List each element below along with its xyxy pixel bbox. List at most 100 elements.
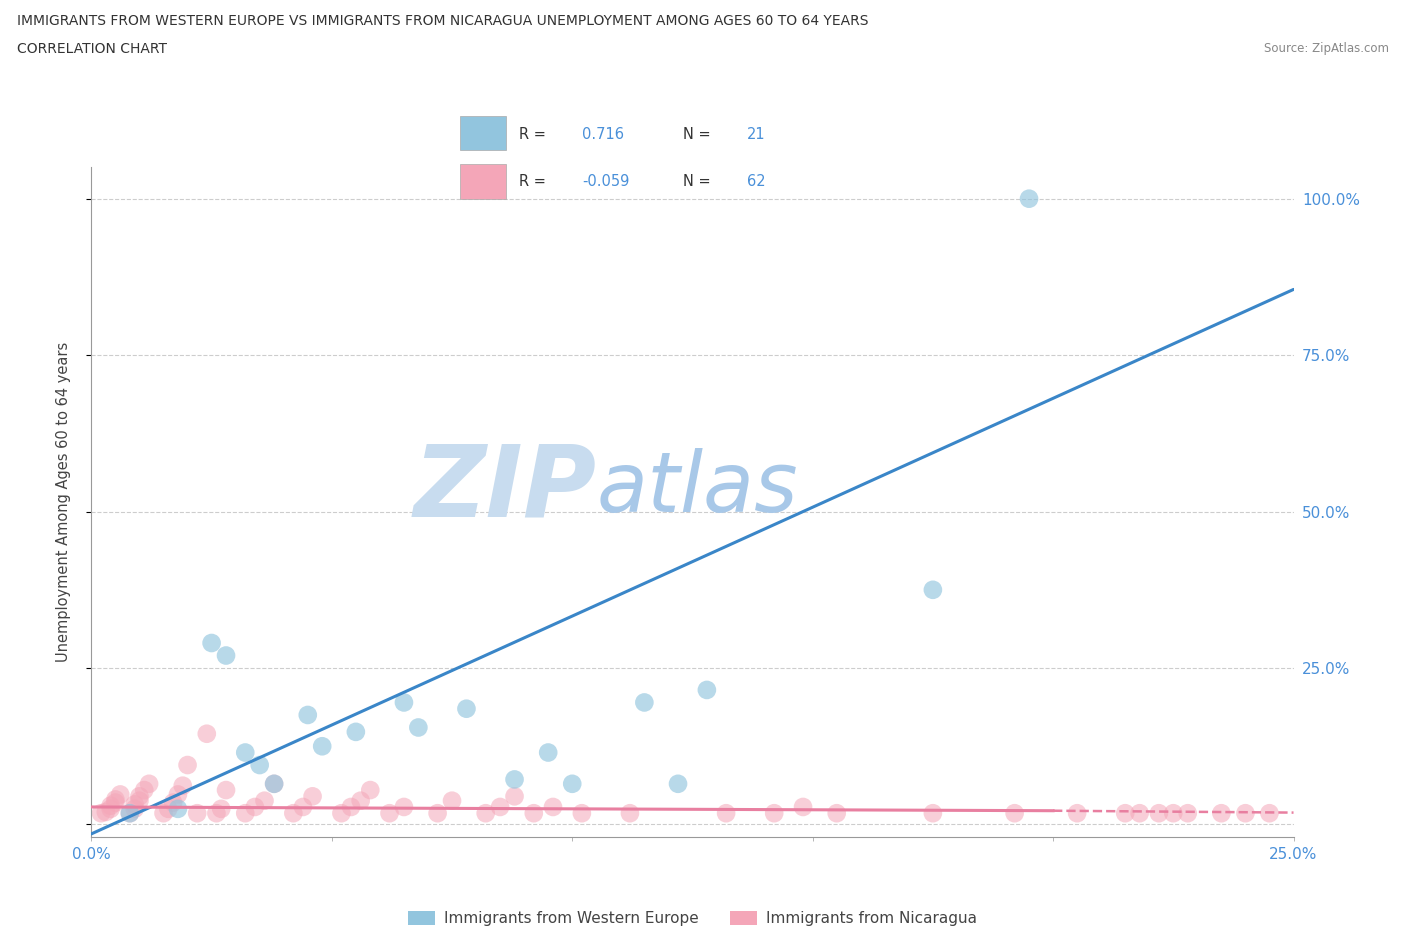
Point [233,805,256,820]
Text: CORRELATION CHART: CORRELATION CHART [17,42,167,56]
Point [186,805,208,820]
Point [1018,192,1040,206]
Point [763,805,786,820]
Point [162,795,184,810]
Point [110,787,132,802]
Point [696,683,718,698]
Point [1129,805,1152,820]
Point [94,804,117,819]
Point [474,805,496,820]
Text: R =: R = [519,174,546,189]
Point [561,777,583,791]
Point [392,695,415,710]
Point [456,701,478,716]
Point [157,802,180,817]
Text: N =: N = [683,126,711,142]
Point [249,758,271,773]
Point [792,800,814,815]
Point [1147,805,1170,820]
Text: -0.059: -0.059 [582,174,630,189]
Point [176,758,198,773]
Point [263,777,285,791]
FancyBboxPatch shape [460,116,506,151]
Point [1177,805,1199,820]
Text: atlas: atlas [596,448,799,529]
Point [138,777,160,791]
Point [1004,805,1026,820]
Point [825,805,848,820]
Text: ZIP: ZIP [413,440,596,538]
Point [311,738,333,753]
Point [297,708,319,723]
Point [201,635,224,650]
Point [392,800,415,815]
Point [128,793,150,808]
Text: 62: 62 [747,174,765,189]
Legend: Immigrants from Western Europe, Immigrants from Nicaragua: Immigrants from Western Europe, Immigran… [402,905,983,930]
Text: 21: 21 [747,126,765,142]
Point [426,805,449,820]
Point [209,802,232,817]
Point [195,726,218,741]
Point [104,795,127,810]
Point [243,800,266,815]
Point [619,805,641,820]
FancyBboxPatch shape [460,165,506,199]
Point [172,778,194,793]
Point [233,745,256,760]
Point [100,802,122,817]
Point [1234,805,1257,820]
Point [344,724,367,739]
Point [90,805,112,820]
Text: N =: N = [683,174,711,189]
Point [350,793,373,808]
Point [503,772,526,787]
Point [1258,805,1281,820]
Point [291,800,314,815]
Point [167,787,190,802]
Point [359,783,381,798]
Point [215,783,238,798]
Point [330,805,353,820]
Point [134,783,156,798]
Text: IMMIGRANTS FROM WESTERN EUROPE VS IMMIGRANTS FROM NICARAGUA UNEMPLOYMENT AMONG A: IMMIGRANTS FROM WESTERN EUROPE VS IMMIGR… [17,14,869,28]
Point [124,797,146,812]
Point [714,805,737,820]
Point [633,695,655,710]
Point [215,648,238,663]
Text: Source: ZipAtlas.com: Source: ZipAtlas.com [1264,42,1389,55]
Point [571,805,593,820]
Point [523,805,546,820]
Text: 0.716: 0.716 [582,126,624,142]
Point [340,800,363,815]
Point [283,805,305,820]
Point [541,800,564,815]
Point [1211,805,1233,820]
Point [118,805,141,820]
Point [1066,805,1088,820]
Point [503,789,526,804]
Point [922,805,945,820]
Point [205,805,228,820]
Point [301,789,323,804]
Point [440,793,463,808]
Y-axis label: Unemployment Among Ages 60 to 64 years: Unemployment Among Ages 60 to 64 years [56,342,70,662]
Point [1114,805,1136,820]
Point [922,582,945,597]
Point [666,777,689,791]
Point [263,777,285,791]
Point [104,792,127,807]
Point [489,800,512,815]
Point [128,789,150,804]
Point [124,802,146,817]
Point [100,798,122,813]
Point [118,805,141,820]
Text: R =: R = [519,126,546,142]
Point [253,793,276,808]
Point [408,720,430,735]
Point [1161,805,1184,820]
Point [378,805,401,820]
Point [167,802,190,817]
Point [537,745,560,760]
Point [152,805,174,820]
